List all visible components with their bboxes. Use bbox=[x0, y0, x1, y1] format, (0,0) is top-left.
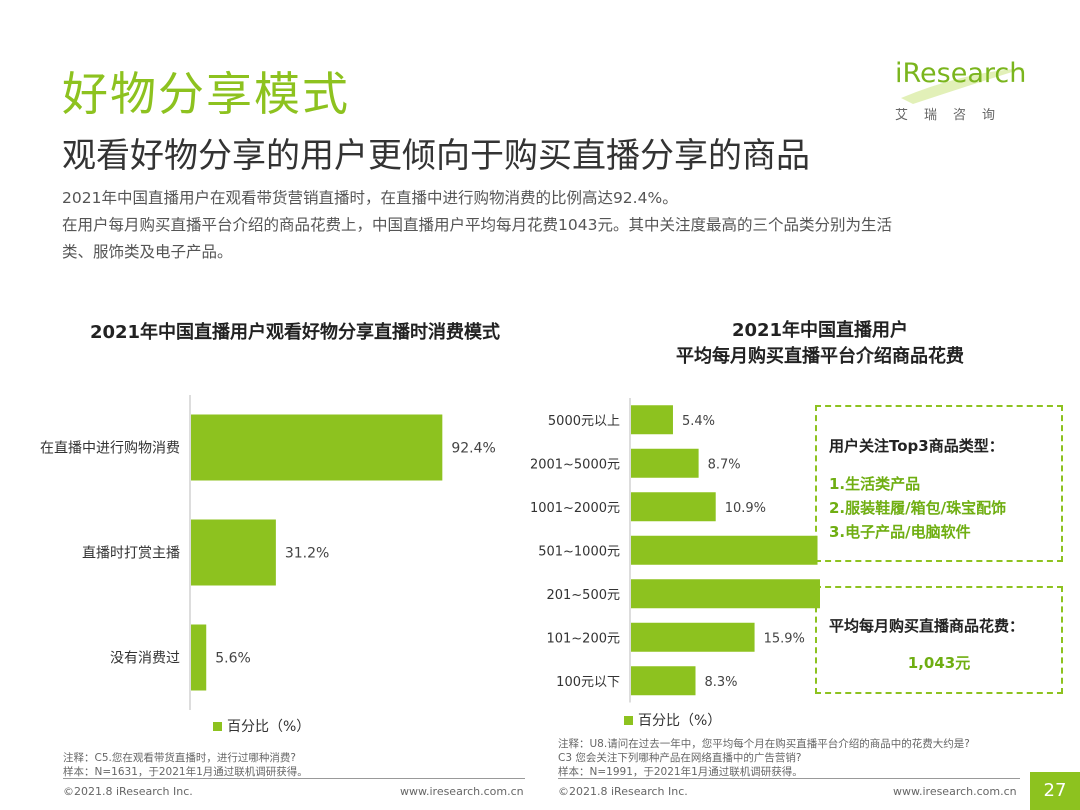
right-chart-legend-swatch bbox=[624, 716, 633, 725]
left-url: www.iresearch.com.cn bbox=[400, 785, 524, 798]
left-chart-bar bbox=[191, 624, 207, 691]
page-number: 27 bbox=[1030, 772, 1080, 810]
right-chart-category-label: 5000元以上 bbox=[548, 414, 620, 429]
right-chart-category-label: 1001~2000元 bbox=[530, 501, 620, 516]
right-chart-bar bbox=[631, 405, 673, 435]
right-chart-category-label: 100元以下 bbox=[556, 675, 620, 690]
right-chart-category-label: 101~200元 bbox=[546, 631, 620, 646]
right-chart-category-label: 2001~5000元 bbox=[530, 457, 620, 472]
right-chart-title: 2021年中国直播用户 平均每月购买直播平台介绍商品花费 bbox=[570, 318, 1070, 370]
right-chart-category-label: 501~1000元 bbox=[538, 544, 620, 559]
right-chart-value-label: 8.3% bbox=[705, 675, 738, 690]
left-chart-category-label: 在直播中进行购物消费 bbox=[40, 440, 180, 457]
left-note-2: 样本：N=1631，于2021年1月通过联机调研获得。 bbox=[63, 766, 308, 778]
right-chart-bar bbox=[631, 448, 699, 478]
right-chart-bar bbox=[631, 666, 696, 696]
left-chart-bar bbox=[191, 414, 443, 481]
left-chart-value-label: 31.2% bbox=[285, 546, 329, 562]
right-chart-title-line-1: 2021年中国直播用户 bbox=[731, 320, 909, 341]
left-footer-divider bbox=[63, 778, 525, 779]
top3-heading: 用户关注Top3商品类型： bbox=[829, 437, 1004, 455]
right-chart-legend-label: 百分比（%） bbox=[638, 713, 721, 729]
left-copyright: ©2021.8 iResearch Inc. bbox=[63, 785, 193, 798]
intro-line-2: 在用户每月购买直播平台介绍的商品花费上，中国直播用户平均每月花费1043元。其中… bbox=[62, 216, 892, 234]
right-url: www.iresearch.com.cn bbox=[893, 785, 1017, 798]
left-chart-value-label: 92.4% bbox=[451, 441, 495, 457]
iresearch-logo: iResearch 艾瑞咨询 bbox=[893, 58, 1033, 123]
right-chart-bar bbox=[631, 622, 755, 652]
left-chart-category-label: 直播时打赏主播 bbox=[82, 545, 180, 562]
right-chart-bar bbox=[631, 492, 716, 522]
intro-line-3: 类、服饰类及电子产品。 bbox=[62, 243, 233, 261]
right-chart-bar bbox=[631, 579, 820, 609]
top3-item-3: 3.电子产品/电脑软件 bbox=[829, 523, 971, 541]
right-footer-divider bbox=[558, 778, 1020, 779]
top3-item-1: 1.生活类产品 bbox=[829, 475, 921, 493]
right-chart-bar bbox=[631, 535, 818, 565]
avg-spend-callout: 平均每月购买直播商品花费： 1,043元 bbox=[815, 586, 1063, 694]
logo-text: iResearch bbox=[895, 58, 1027, 89]
left-chart-legend-swatch bbox=[213, 722, 222, 731]
left-chart-title: 2021年中国直播用户观看好物分享直播时消费模式 bbox=[89, 322, 501, 343]
logo-subtext: 艾瑞咨询 bbox=[895, 108, 1012, 123]
right-chart-value-label: 5.4% bbox=[682, 414, 715, 429]
left-chart-bar bbox=[191, 519, 276, 586]
top3-callout: 用户关注Top3商品类型： 1.生活类产品 2.服装鞋履/箱包/珠宝配饰 3.电… bbox=[815, 405, 1063, 562]
right-chart: 5000元以上 5.4% 2001~5000元 8.7% 1001~2000元 10.9%… bbox=[530, 398, 820, 729]
right-note-1: 注释：U8.请问在过去一年中，您平均每个月在购买直播平台介绍的商品中的花费大约是… bbox=[558, 738, 970, 750]
page-subtitle: 观看好物分享的用户更倾向于购买直播分享的商品 bbox=[62, 136, 810, 176]
left-chart-category-label: 没有消费过 bbox=[110, 651, 180, 667]
left-chart-value-label: 5.6% bbox=[215, 651, 251, 667]
top3-item-2: 2.服装鞋履/箱包/珠宝配饰 bbox=[829, 499, 1007, 517]
intro-line-1: 2021年中国直播用户在观看带货营销直播时，在直播中进行购物消费的比例高达92.… bbox=[62, 189, 678, 207]
page-title: 好物分享模式 bbox=[62, 67, 350, 121]
right-note-2: C3 您会关注下列哪种产品在网络直播中的广告营销? bbox=[558, 752, 802, 764]
right-chart-category-label: 201~500元 bbox=[546, 588, 620, 603]
right-chart-value-label: 10.9% bbox=[725, 501, 766, 516]
left-chart: 在直播中进行购物消费 92.4% 直播时打赏主播 31.2% 没有消费过 5.6% 百分比（… bbox=[40, 395, 496, 735]
left-note-1: 注释：C5.您在观看带货直播时，进行过哪种消费? bbox=[63, 752, 296, 764]
right-chart-title-line-2: 平均每月购买直播平台介绍商品花费 bbox=[676, 346, 964, 367]
left-chart-legend-label: 百分比（%） bbox=[227, 719, 310, 735]
right-chart-value-label: 8.7% bbox=[708, 457, 741, 472]
avg-spend-heading: 平均每月购买直播商品花费： bbox=[829, 617, 1025, 635]
right-chart-value-label: 15.9% bbox=[764, 631, 805, 646]
avg-spend-value: 1,043元 bbox=[907, 654, 971, 672]
right-copyright: ©2021.8 iResearch Inc. bbox=[558, 785, 688, 798]
right-note-3: 样本：N=1991，于2021年1月通过联机调研获得。 bbox=[558, 766, 803, 778]
logo-swoosh-icon bbox=[901, 68, 1025, 104]
